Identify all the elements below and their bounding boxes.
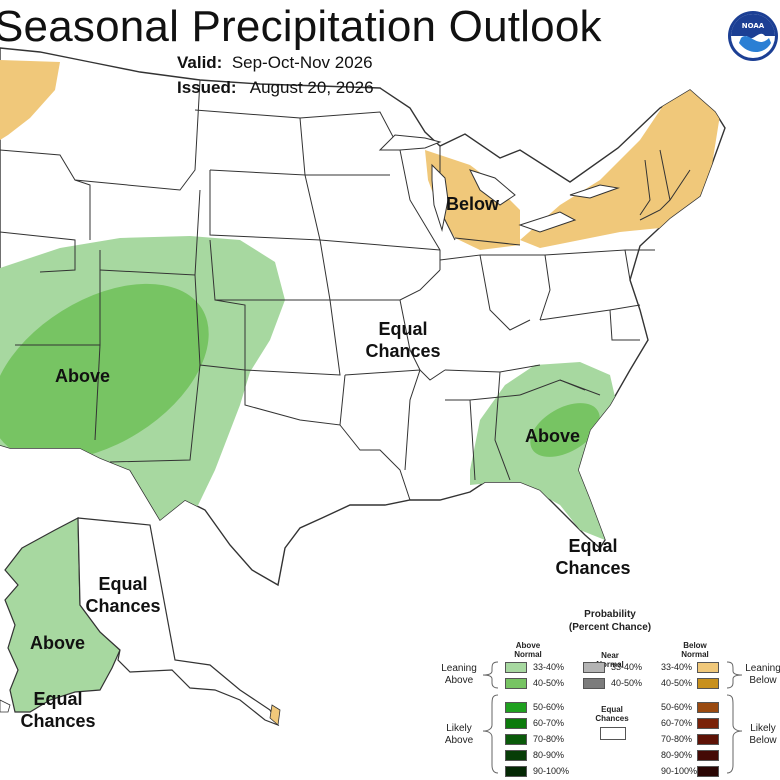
valid-line: Valid: Sep-Oct-Nov 2026 [177, 53, 373, 73]
legend-near-swatch-label: 40-50% [611, 678, 643, 688]
legend-leaning-above: Leaning Above [441, 663, 477, 686]
above-southwest-core [0, 283, 209, 461]
label-ec-alaska-north: Equal Chances [85, 574, 161, 616]
label-ec-central: Equal Chances [365, 319, 441, 361]
legend-below-swatch [697, 702, 719, 713]
alaska [0, 517, 281, 727]
legend-title: Probability (Percent Chance) [568, 609, 652, 633]
legend-near-swatch [583, 662, 605, 673]
below-northeast-region [425, 88, 720, 250]
legend-below-swatch-label: 70-80% [661, 734, 693, 744]
label-below-northeast: Below [446, 194, 500, 214]
legend-head-near: Near Normal [596, 651, 624, 669]
label-above-alaska: Above [30, 633, 86, 653]
legend-above-swatch-label: 40-50% [533, 678, 565, 688]
legend-above-swatch [505, 662, 527, 673]
above-southeast-core [530, 403, 600, 457]
legend-above-swatch-label: 60-70% [533, 718, 565, 728]
legend-below-swatch [697, 662, 719, 673]
legend-near-swatch-label: 33-40% [611, 662, 643, 672]
probability-legend: Probability (Percent Chance) Above Norma… [425, 605, 780, 780]
issued-label: Issued: [177, 78, 237, 97]
legend-below-swatch-label: 90-100% [661, 766, 698, 776]
legend-above-swatch-label: 90-100% [533, 766, 570, 776]
legend-head-above: Above Normal [514, 641, 542, 659]
great-lakes [378, 134, 620, 233]
issued-line: Issued: August 20, 2026 [177, 78, 374, 98]
valid-value: Sep-Oct-Nov 2026 [231, 53, 373, 72]
legend-below-swatch-label: 40-50% [661, 678, 693, 688]
label-ec-florida: Equal Chances [555, 536, 631, 578]
legend-near-swatch [583, 678, 605, 689]
noaa-logo-icon: NOAA [728, 11, 778, 61]
legend-equal-chances: Equal Chances [595, 705, 629, 723]
legend-below-swatch-label: 80-90% [661, 750, 693, 760]
legend-brace-left [482, 661, 499, 774]
label-above-southeast: Above [525, 426, 581, 446]
legend-below-swatch-label: 60-70% [661, 718, 693, 728]
legend-above-swatch-label: 33-40% [533, 662, 565, 672]
legend-above-swatch-label: 50-60% [533, 702, 565, 712]
label-above-southwest: Above [55, 366, 111, 386]
legend-below-swatch-label: 50-60% [661, 702, 693, 712]
below-nw-region [0, 60, 60, 140]
legend-swatch-equal-chances [600, 727, 626, 740]
legend-leaning-below: Leaning Below [745, 663, 780, 686]
legend-head-below: Below Normal [681, 641, 709, 659]
legend-above-swatch-label: 80-90% [533, 750, 565, 760]
legend-brace-right [726, 661, 743, 774]
svg-text:NOAA: NOAA [742, 22, 765, 30]
legend-below-swatch [697, 678, 719, 689]
legend-above-swatch [505, 734, 527, 745]
legend-above-swatch [505, 678, 527, 689]
state-borders [0, 79, 691, 501]
legend-below-swatch [697, 750, 719, 761]
legend-above-swatch [505, 750, 527, 761]
legend-below-swatch [697, 718, 719, 729]
label-ec-alaska-south: Equal Chances [20, 689, 96, 731]
legend-above-swatch-label: 70-80% [533, 734, 565, 744]
issued-value: August 20, 2026 [249, 78, 374, 97]
legend-above-swatch [505, 718, 527, 729]
legend-likely-below: Likely Below [749, 723, 777, 746]
legend-above-swatch [505, 766, 527, 777]
legend-below-swatch [697, 734, 719, 745]
valid-label: Valid: [177, 53, 223, 72]
legend-below-swatch-label: 33-40% [661, 662, 693, 672]
legend-below-swatch [697, 766, 719, 777]
page-title: Seasonal Precipitation Outlook [0, 2, 602, 51]
legend-likely-above: Likely Above [444, 723, 474, 746]
legend-above-swatch [505, 702, 527, 713]
